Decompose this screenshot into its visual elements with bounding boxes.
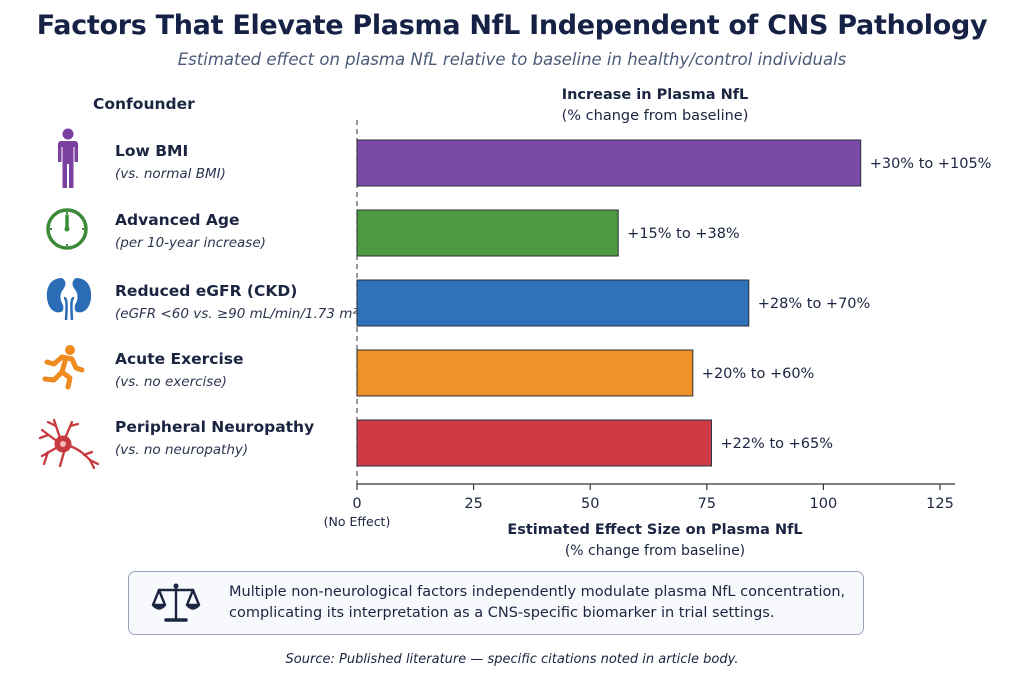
bar-1 [356, 209, 619, 257]
x-tick-label-2: 50 [581, 496, 599, 512]
kidneys-icon [46, 278, 92, 321]
chart-title: Factors That Elevate Plasma NfL Independ… [36, 10, 988, 41]
bar-data-label-4: +22% to +65% [720, 436, 833, 452]
bar-data-label-3: +20% to +60% [702, 366, 815, 382]
chart-subtitle: Estimated effect on plasma NfL relative … [177, 50, 847, 69]
row-label-acute-exercise: Acute Exercise [115, 350, 244, 368]
bar-data-label-2: +28% to +70% [758, 296, 871, 312]
source-note: Source: Published literature — specific … [285, 652, 739, 667]
x-tick-label-3: 75 [698, 496, 716, 512]
x-axis-title-line1: Estimated Effect Size on Plasma NfL [507, 522, 802, 538]
confounder-column-header: Confounder [93, 95, 195, 113]
x-tick-label-5: 125 [926, 496, 954, 512]
row-sub-reduced-egfr: (eGFR <60 vs. ≥90 mL/min/1.73 m²) [115, 306, 364, 322]
zero-effect-label: (No Effect) [324, 514, 391, 529]
x-tick-label-0: 0 [352, 496, 361, 512]
row-label-reduced-egfr: Reduced eGFR (CKD) [115, 282, 298, 300]
effect-header-line2: (% change from baseline) [561, 108, 749, 124]
balance-scale-icon [151, 583, 201, 622]
row-sub-low-bmi: (vs. normal BMI) [115, 166, 226, 182]
bar-3 [356, 349, 694, 397]
summary-note-box: Multiple non-neurological factors indepe… [128, 571, 864, 635]
bar-data-label-0: +30% to +105% [870, 156, 992, 172]
bar-4 [356, 419, 712, 467]
row-label-peripheral-neuropathy: Peripheral Neuropathy [115, 418, 315, 436]
summary-note-line1: Multiple non-neurological factors indepe… [229, 584, 846, 600]
bar-2 [356, 279, 750, 327]
x-axis-title-line2: (% change from baseline) [565, 543, 745, 559]
row-label-low-bmi: Low BMI [115, 142, 189, 160]
neuron-icon [38, 418, 100, 470]
summary-note-text: Multiple non-neurological factors indepe… [229, 582, 849, 624]
row-sub-advanced-age: (per 10-year increase) [115, 235, 266, 251]
person-icon [58, 128, 78, 188]
row-sub-peripheral-neuropathy: (vs. no neuropathy) [115, 442, 249, 458]
row-sub-acute-exercise: (vs. no exercise) [115, 374, 227, 390]
clock-icon [46, 208, 88, 250]
x-tick-label-4: 100 [810, 496, 838, 512]
effect-header-line1: Increase in Plasma NfL [561, 87, 749, 103]
effect-column-header: Increase in Plasma NfL (% change from ba… [515, 85, 795, 127]
bar-data-label-1: +15% to +38% [627, 226, 740, 242]
summary-note-line2: complicating its interpretation as a CNS… [229, 605, 775, 621]
bar-0 [356, 139, 862, 187]
runner-icon [42, 345, 85, 390]
x-tick-label-1: 25 [464, 496, 482, 512]
row-label-advanced-age: Advanced Age [115, 211, 240, 229]
